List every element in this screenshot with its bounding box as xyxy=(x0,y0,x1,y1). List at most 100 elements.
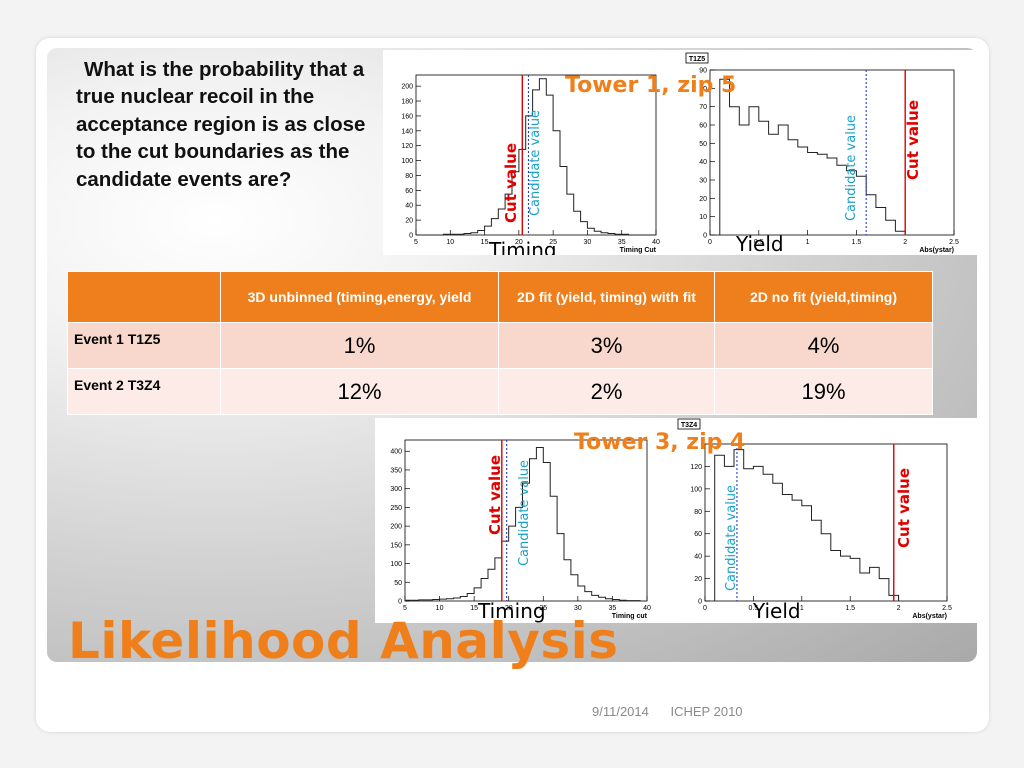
yield-xtick-label: 0.5 xyxy=(749,605,759,612)
yield-xtick-label: 1 xyxy=(800,605,804,612)
timing-xtick-label: 25 xyxy=(539,605,547,612)
slide-footer: 9/11/2014 ICHEP 2010 xyxy=(592,704,761,719)
timing-ytick-label: 0 xyxy=(398,599,402,606)
timing-xtick-label: 30 xyxy=(584,239,592,246)
candidate-label-timing: Candidate value xyxy=(517,460,532,566)
yield-ytick-label: 100 xyxy=(690,486,702,493)
timing-xtick-label: 10 xyxy=(436,605,444,612)
footer-conference: ICHEP 2010 xyxy=(670,704,743,719)
timing-xtick-label: 5 xyxy=(403,605,407,612)
timing-label: Timing xyxy=(488,238,557,255)
timing-xtick-label: 20 xyxy=(515,239,523,246)
timing-xtick-label: 40 xyxy=(643,605,651,612)
plot-t1z5: 0 20 40 60 80 100 120 140 160 180 200 5 10 15 20 25 30 35… xyxy=(383,50,977,255)
table-header: 3D unbinned (timing,energy, yield xyxy=(220,271,499,323)
table-cell: 12% xyxy=(220,368,499,415)
yield-ytick-label: 10 xyxy=(699,214,707,221)
timing-ytick-label: 160 xyxy=(401,113,413,120)
timing-ytick-label: 60 xyxy=(405,188,413,195)
yield-xlabel: Abs(ystar) xyxy=(912,613,947,620)
yield-ytick-label: 80 xyxy=(694,509,702,516)
timing-ytick-label: 80 xyxy=(405,173,413,180)
yield-ytick-label: 120 xyxy=(690,464,702,471)
cut-label-yield: Cut value xyxy=(904,100,922,180)
yield-xtick-label: 0 xyxy=(708,239,712,246)
timing-ytick-label: 40 xyxy=(405,203,413,210)
table-row: Event 1 T1Z5 1% 3% 4% xyxy=(67,322,933,369)
yield-ytick-label: 50 xyxy=(699,141,707,148)
timing-ytick-label: 100 xyxy=(390,561,402,568)
candidate-label-yield: Candidate value xyxy=(724,485,739,591)
yield-xtick-label: 1 xyxy=(806,239,810,246)
timing-frame xyxy=(404,439,648,602)
yield-xtick-label: 2.5 xyxy=(949,239,959,246)
table-cell: 4% xyxy=(714,322,933,369)
table-row: Event 2 T3Z4 12% 2% 19% xyxy=(67,368,933,415)
timing-ytick-label: 100 xyxy=(401,158,413,165)
timing-xtick-label: 30 xyxy=(574,605,582,612)
plot-tag-box xyxy=(677,418,701,430)
timing-ytick-label: 200 xyxy=(401,84,413,91)
timing-ytick-label: 50 xyxy=(394,580,402,587)
timing-ytick-label: 250 xyxy=(390,505,402,512)
yield-xtick-label: 1.5 xyxy=(845,605,855,612)
candidate-label-timing: Candidate value xyxy=(528,110,543,216)
timing-histogram xyxy=(416,78,656,236)
yield-histogram xyxy=(714,449,900,601)
timing-ytick-label: 350 xyxy=(390,467,402,474)
table-header: 2D no fit (yield,timing) xyxy=(714,271,933,323)
cut-label-timing: Cut value xyxy=(502,143,520,223)
timing-xtick-label: 20 xyxy=(505,605,513,612)
yield-ytick-label: 30 xyxy=(699,178,707,185)
timing-ytick-label: 400 xyxy=(390,449,402,456)
timing-ytick-label: 180 xyxy=(401,99,413,106)
timing-frame xyxy=(415,74,657,236)
row-label: Event 2 T3Z4 xyxy=(67,368,221,415)
yield-ytick-label: 60 xyxy=(699,123,707,130)
yield-ytick-label: 70 xyxy=(699,104,707,111)
timing-xtick-label: 10 xyxy=(446,239,454,246)
tower-heading: Tower 3, zip 4 xyxy=(574,430,745,455)
yield-ytick-label: 90 xyxy=(699,68,707,75)
yield-ytick-label: 40 xyxy=(699,159,707,166)
yield-ytick-label: 20 xyxy=(699,196,707,203)
yield-xlabel: Abs(ystar) xyxy=(919,247,954,254)
timing-xtick-label: 40 xyxy=(652,239,660,246)
plot-tag: T3Z4 xyxy=(681,422,697,429)
timing-ytick-label: 200 xyxy=(390,524,402,531)
row-label: Event 1 T1Z5 xyxy=(67,322,221,369)
table-header-row: 3D unbinned (timing,energy, yield 2D fit… xyxy=(67,271,933,323)
timing-xtick-label: 5 xyxy=(414,239,418,246)
table-cell: 2% xyxy=(498,368,715,415)
timing-xtick-label: 25 xyxy=(549,239,557,246)
timing-histogram xyxy=(404,447,647,602)
timing-xtick-label: 35 xyxy=(609,605,617,612)
table-cell: 1% xyxy=(220,322,499,369)
results-table: 3D unbinned (timing,energy, yield 2D fit… xyxy=(67,271,933,415)
timing-ytick-label: 20 xyxy=(405,218,413,225)
yield-histogram xyxy=(719,78,906,235)
timing-ytick-label: 300 xyxy=(390,486,402,493)
yield-frame xyxy=(704,443,948,602)
yield-xtick-label: 0.5 xyxy=(754,239,764,246)
timing-label: Timing xyxy=(477,599,546,623)
timing-xlabel: Timing cut xyxy=(612,613,648,620)
cut-label-timing: Cut value xyxy=(486,455,504,535)
yield-frame xyxy=(709,69,955,236)
question-text: What is the probability that a true nucl… xyxy=(76,58,366,191)
yield-xtick-label: 2 xyxy=(897,605,901,612)
yield-label: Yield xyxy=(735,232,784,255)
candidate-label-yield: Candidate value xyxy=(844,115,859,221)
yield-xtick-label: 2 xyxy=(903,239,907,246)
yield-ytick-label: 0 xyxy=(698,599,702,606)
timing-xtick-label: 15 xyxy=(470,605,478,612)
timing-ytick-label: 0 xyxy=(409,233,413,240)
timing-xtick-label: 15 xyxy=(481,239,489,246)
slide-title: Likelihood Analysis xyxy=(68,612,619,670)
timing-xtick-label: 35 xyxy=(618,239,626,246)
yield-xtick-label: 0 xyxy=(703,605,707,612)
yield-label: Yield xyxy=(752,599,801,623)
table-header xyxy=(67,271,221,323)
